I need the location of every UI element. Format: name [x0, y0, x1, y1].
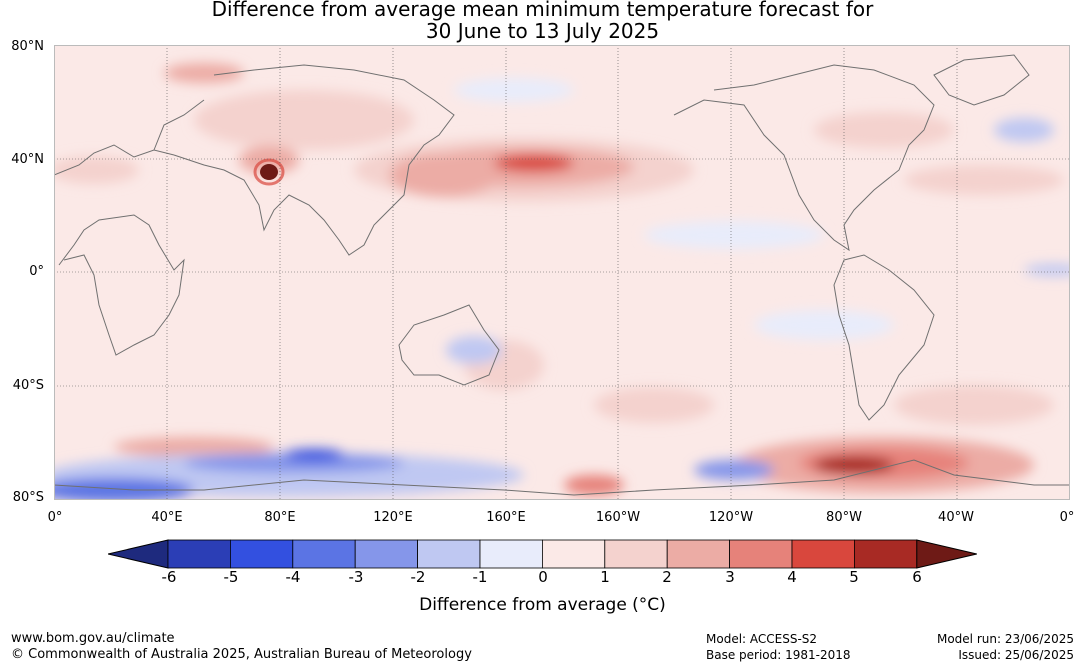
lon-label-40w: 40°W — [938, 510, 974, 525]
warm-atlantic-south — [894, 385, 1054, 425]
colorbar-tick: 2 — [662, 568, 672, 586]
coastlines — [54, 54, 1070, 496]
lon-label-0: 0° — [47, 510, 63, 525]
colorbar-segment — [167, 539, 231, 569]
footer-url[interactable]: www.bom.gov.au/climate — [11, 631, 175, 646]
warm-spot-himalaya-ring — [253, 158, 285, 186]
colorbar-tick: 6 — [912, 568, 922, 586]
cool-north-atlantic — [994, 118, 1054, 142]
colorbar-tick: -5 — [223, 568, 239, 586]
colorbar-segment — [417, 539, 481, 569]
warm-north-america — [814, 112, 954, 148]
colorbar-tick: -6 — [161, 568, 177, 586]
cool-antarctic-indian-core — [284, 449, 344, 461]
colorbar — [108, 539, 977, 569]
colorbar-segment — [230, 539, 294, 569]
lon-label-120w: 120°W — [708, 510, 754, 525]
lon-label-80w: 80°W — [826, 510, 862, 525]
colorbar-tick: -2 — [410, 568, 426, 586]
colorbar-tick: 1 — [600, 568, 610, 586]
lat-label-80s: 80°S — [12, 490, 44, 505]
colorbar-tick: 3 — [725, 568, 735, 586]
lat-label-40n: 40°N — [11, 152, 44, 167]
lat-label-80n: 80°N — [11, 39, 44, 54]
colorbar-label: Difference from average (°C) — [419, 595, 666, 615]
footer-model: Model: ACCESS-S2 — [706, 632, 818, 646]
warm-pacific-south — [594, 387, 714, 423]
colorbar-extend-high — [916, 539, 977, 569]
warm-south-america-antarctic-core — [814, 456, 894, 474]
colorbar-segment — [666, 539, 731, 569]
coast-africa-europe — [54, 99, 205, 356]
colorbar-extend-low — [108, 539, 169, 569]
warm-siberia-core — [164, 63, 244, 83]
coast-greenland — [933, 54, 1030, 106]
warm-north-atlantic — [904, 165, 1064, 195]
colorbar-tick: -4 — [285, 568, 301, 586]
lon-label-0-end: 0° — [1059, 510, 1075, 525]
coast-antarctica — [54, 459, 1070, 496]
coast-south-america — [833, 254, 935, 421]
map-title-line2: 30 June to 13 July 2025 — [425, 19, 660, 43]
colorbar-segment — [729, 539, 793, 569]
coast-asia — [173, 64, 455, 256]
colorbar-segment — [479, 539, 543, 569]
cool-australia — [446, 336, 502, 364]
coast-australia — [398, 304, 500, 386]
footer-copyright: © Commonwealth of Australia 2025, Austra… — [11, 647, 472, 662]
cool-central-pacific — [644, 221, 824, 249]
warm-east-asia — [389, 153, 499, 197]
colorbar-segment — [541, 539, 606, 569]
cool-arctic-north-pacific — [454, 78, 574, 102]
warm-south-indian — [114, 437, 274, 457]
cool-antarctic-indian-mid — [184, 453, 404, 473]
warm-europe — [54, 156, 139, 184]
map-frame — [54, 45, 1070, 500]
lon-label-160e: 160°E — [486, 510, 526, 525]
footer-base-period: Base period: 1981-2018 — [706, 648, 851, 662]
lat-label-0: 0° — [29, 264, 44, 279]
lon-label-160w: 160°W — [595, 510, 641, 525]
footer-issued: Issued: 25/06/2025 — [958, 648, 1074, 662]
colorbar-tick: 4 — [787, 568, 797, 586]
colorbar-tick: -1 — [472, 568, 488, 586]
anomaly-field — [54, 63, 1070, 500]
colorbar-segment — [854, 539, 918, 569]
warm-south-pacific-antarctic — [564, 475, 624, 495]
footer-model-run: Model run: 23/06/2025 — [936, 632, 1074, 646]
cool-east-pacific — [754, 310, 894, 340]
lon-label-40e: 40°E — [151, 510, 183, 525]
lon-label-80e: 80°E — [264, 510, 296, 525]
lat-label-40s: 40°S — [12, 378, 44, 393]
cool-south-atlantic — [1024, 264, 1070, 276]
graticule — [54, 45, 1070, 500]
coast-north-america — [673, 64, 935, 252]
cool-antarctic-pacific — [694, 460, 774, 480]
warm-siberia — [194, 90, 414, 150]
map-title-line1: Difference from average mean minimum tem… — [211, 0, 874, 21]
colorbar-tick: -3 — [348, 568, 364, 586]
warm-north-pacific-core — [494, 154, 574, 172]
lon-label-120e: 120°E — [373, 510, 413, 525]
colorbar-segment — [292, 539, 356, 569]
colorbar-segment — [791, 539, 855, 569]
colorbar-segment — [354, 539, 418, 569]
colorbar-tick: 0 — [538, 568, 548, 586]
anomaly-map — [54, 45, 1070, 500]
colorbar-segment — [604, 539, 668, 569]
warm-spot-himalaya — [260, 164, 278, 180]
colorbar-tick: 5 — [849, 568, 859, 586]
